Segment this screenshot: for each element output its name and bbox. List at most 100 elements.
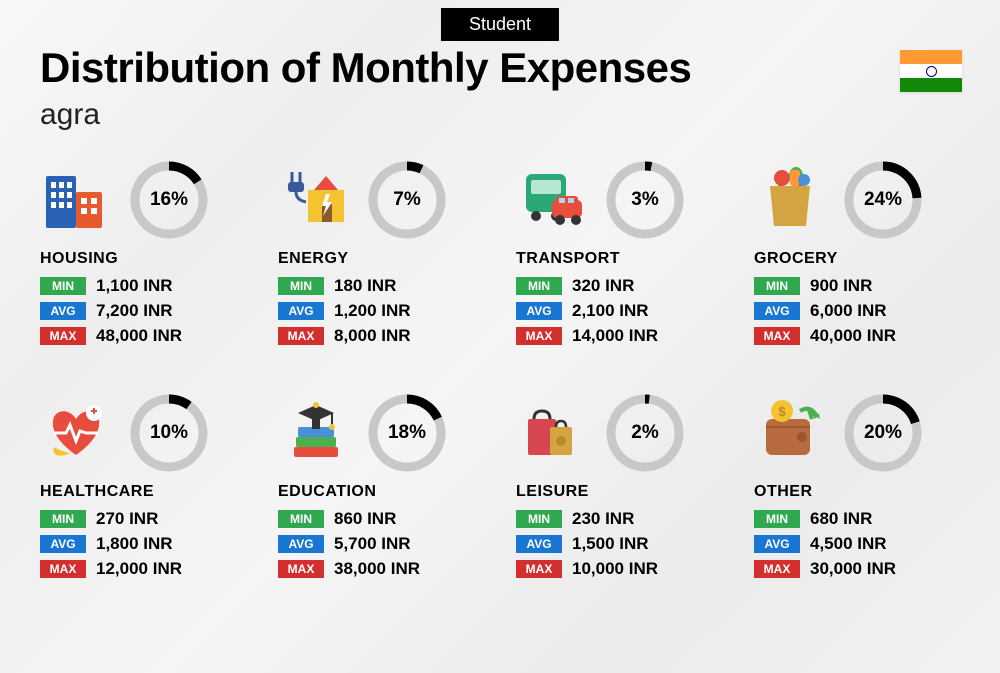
stats-block: MIN 860 INR AVG 5,700 INR MAX 38,000 INR bbox=[278, 509, 486, 579]
avg-value: 4,500 INR bbox=[810, 534, 887, 554]
percent-label: 10% bbox=[130, 394, 208, 472]
tag-max: MAX bbox=[516, 560, 562, 578]
tag-max: MAX bbox=[278, 560, 324, 578]
other-icon: $ bbox=[754, 397, 826, 469]
svg-text:$: $ bbox=[778, 404, 786, 419]
tag-min: MIN bbox=[516, 277, 562, 295]
expense-card-healthcare: 10% HEALTHCARE MIN 270 INR AVG 1,800 INR… bbox=[40, 393, 248, 584]
tag-max: MAX bbox=[516, 327, 562, 345]
max-value: 38,000 INR bbox=[334, 559, 420, 579]
stats-block: MIN 1,100 INR AVG 7,200 INR MAX 48,000 I… bbox=[40, 276, 248, 346]
transport-icon bbox=[516, 164, 588, 236]
min-value: 1,100 INR bbox=[96, 276, 173, 296]
stats-block: MIN 270 INR AVG 1,800 INR MAX 12,000 INR bbox=[40, 509, 248, 579]
tag-avg: AVG bbox=[754, 302, 800, 320]
min-value: 860 INR bbox=[334, 509, 396, 529]
stat-min: MIN 230 INR bbox=[516, 509, 724, 529]
stats-block: MIN 180 INR AVG 1,200 INR MAX 8,000 INR bbox=[278, 276, 486, 346]
percent-label: 16% bbox=[130, 161, 208, 239]
tag-min: MIN bbox=[754, 510, 800, 528]
stat-avg: AVG 6,000 INR bbox=[754, 301, 962, 321]
stat-avg: AVG 1,800 INR bbox=[40, 534, 248, 554]
housing-icon bbox=[40, 164, 112, 236]
stat-min: MIN 1,100 INR bbox=[40, 276, 248, 296]
stats-block: MIN 320 INR AVG 2,100 INR MAX 14,000 INR bbox=[516, 276, 724, 346]
max-value: 14,000 INR bbox=[572, 326, 658, 346]
stats-block: MIN 680 INR AVG 4,500 INR MAX 30,000 INR bbox=[754, 509, 962, 579]
stat-max: MAX 10,000 INR bbox=[516, 559, 724, 579]
expense-card-leisure: 2% LEISURE MIN 230 INR AVG 1,500 INR MAX… bbox=[516, 393, 724, 584]
donut-housing: 16% bbox=[130, 161, 208, 239]
leisure-icon bbox=[516, 397, 588, 469]
tag-min: MIN bbox=[516, 510, 562, 528]
city-name: agra bbox=[40, 98, 100, 132]
category-name: HOUSING bbox=[40, 250, 248, 268]
page-title: Distribution of Monthly Expenses bbox=[40, 44, 691, 92]
tag-max: MAX bbox=[40, 560, 86, 578]
avg-value: 6,000 INR bbox=[810, 301, 887, 321]
stats-block: MIN 230 INR AVG 1,500 INR MAX 10,000 INR bbox=[516, 509, 724, 579]
expense-grid: 16% HOUSING MIN 1,100 INR AVG 7,200 INR … bbox=[40, 160, 962, 584]
min-value: 180 INR bbox=[334, 276, 396, 296]
percent-label: 7% bbox=[368, 161, 446, 239]
max-value: 8,000 INR bbox=[334, 326, 411, 346]
max-value: 30,000 INR bbox=[810, 559, 896, 579]
min-value: 320 INR bbox=[572, 276, 634, 296]
min-value: 900 INR bbox=[810, 276, 872, 296]
tag-avg: AVG bbox=[40, 535, 86, 553]
badge-student: Student bbox=[441, 8, 559, 41]
stat-max: MAX 40,000 INR bbox=[754, 326, 962, 346]
stat-max: MAX 30,000 INR bbox=[754, 559, 962, 579]
tag-max: MAX bbox=[40, 327, 86, 345]
category-name: OTHER bbox=[754, 483, 962, 501]
avg-value: 1,800 INR bbox=[96, 534, 173, 554]
min-value: 270 INR bbox=[96, 509, 158, 529]
expense-card-transport: 3% TRANSPORT MIN 320 INR AVG 2,100 INR M… bbox=[516, 160, 724, 351]
expense-card-energy: 7% ENERGY MIN 180 INR AVG 1,200 INR MAX … bbox=[278, 160, 486, 351]
tag-min: MIN bbox=[40, 510, 86, 528]
tag-max: MAX bbox=[278, 327, 324, 345]
education-icon bbox=[278, 397, 350, 469]
tag-max: MAX bbox=[754, 560, 800, 578]
tag-max: MAX bbox=[754, 327, 800, 345]
grocery-icon bbox=[754, 164, 826, 236]
category-name: ENERGY bbox=[278, 250, 486, 268]
expense-card-housing: 16% HOUSING MIN 1,100 INR AVG 7,200 INR … bbox=[40, 160, 248, 351]
avg-value: 1,200 INR bbox=[334, 301, 411, 321]
avg-value: 5,700 INR bbox=[334, 534, 411, 554]
donut-transport: 3% bbox=[606, 161, 684, 239]
stat-min: MIN 270 INR bbox=[40, 509, 248, 529]
percent-label: 18% bbox=[368, 394, 446, 472]
tag-avg: AVG bbox=[516, 302, 562, 320]
stat-min: MIN 320 INR bbox=[516, 276, 724, 296]
tag-avg: AVG bbox=[278, 302, 324, 320]
percent-label: 2% bbox=[606, 394, 684, 472]
expense-card-grocery: 24% GROCERY MIN 900 INR AVG 6,000 INR MA… bbox=[754, 160, 962, 351]
max-value: 48,000 INR bbox=[96, 326, 182, 346]
category-name: HEALTHCARE bbox=[40, 483, 248, 501]
donut-energy: 7% bbox=[368, 161, 446, 239]
donut-other: 20% bbox=[844, 394, 922, 472]
stat-max: MAX 8,000 INR bbox=[278, 326, 486, 346]
stat-avg: AVG 7,200 INR bbox=[40, 301, 248, 321]
stat-min: MIN 860 INR bbox=[278, 509, 486, 529]
stat-avg: AVG 4,500 INR bbox=[754, 534, 962, 554]
percent-label: 3% bbox=[606, 161, 684, 239]
stat-max: MAX 12,000 INR bbox=[40, 559, 248, 579]
max-value: 10,000 INR bbox=[572, 559, 658, 579]
stat-max: MAX 38,000 INR bbox=[278, 559, 486, 579]
donut-leisure: 2% bbox=[606, 394, 684, 472]
avg-value: 2,100 INR bbox=[572, 301, 649, 321]
max-value: 40,000 INR bbox=[810, 326, 896, 346]
tag-min: MIN bbox=[278, 510, 324, 528]
percent-label: 20% bbox=[844, 394, 922, 472]
stat-min: MIN 680 INR bbox=[754, 509, 962, 529]
tag-avg: AVG bbox=[40, 302, 86, 320]
category-name: GROCERY bbox=[754, 250, 962, 268]
stat-max: MAX 48,000 INR bbox=[40, 326, 248, 346]
category-name: EDUCATION bbox=[278, 483, 486, 501]
avg-value: 1,500 INR bbox=[572, 534, 649, 554]
tag-avg: AVG bbox=[754, 535, 800, 553]
min-value: 230 INR bbox=[572, 509, 634, 529]
stats-block: MIN 900 INR AVG 6,000 INR MAX 40,000 INR bbox=[754, 276, 962, 346]
